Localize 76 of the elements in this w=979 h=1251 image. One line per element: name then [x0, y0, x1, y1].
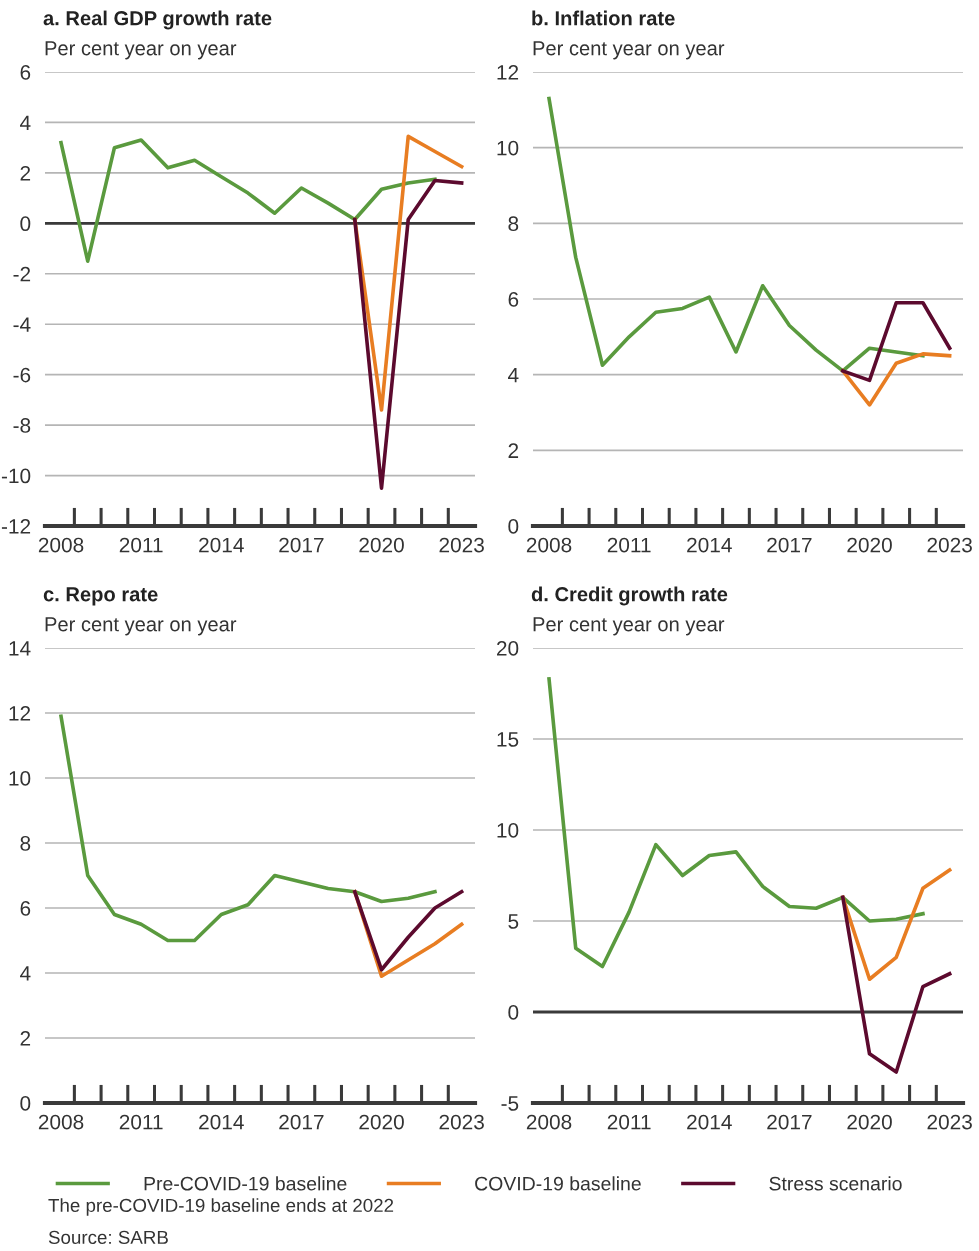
y-tick-label: 6: [508, 292, 519, 307]
text: The pre-COVID-19 baseline ends at 2022: [48, 1198, 394, 1216]
legend-label: Pre-COVID-19 baseline: [144, 1176, 347, 1191]
y-tick-label: 12: [497, 65, 519, 80]
x-tick-label: 2020: [359, 1114, 404, 1130]
x-tick-label: 2011: [607, 537, 651, 553]
y-tick-label: 0: [508, 519, 519, 534]
y-tick-label: 4: [20, 115, 31, 130]
y-tick-label: 12: [9, 706, 31, 721]
y-tick-label: -6: [13, 367, 31, 383]
line-series: [353, 178, 464, 490]
y-tick-label: 0: [508, 1005, 519, 1020]
x-tick-label: 2014: [687, 537, 732, 553]
chart-subtitle: Per cent year on year: [533, 41, 725, 60]
x-tick-label: 2023: [927, 537, 972, 553]
chart-subtitle: Per cent year on year: [45, 41, 237, 60]
line-series: [59, 714, 437, 943]
x-tick-label: 2017: [767, 1114, 812, 1130]
x-tick-label: 2014: [199, 537, 244, 553]
chart-subtitle: Per cent year on year: [533, 617, 725, 636]
x-tick-label: 2023: [439, 537, 484, 553]
y-tick-label: -10: [1, 468, 31, 484]
chart-title: d. Credit growth rate: [531, 586, 728, 606]
x-tick-label: 2011: [119, 537, 163, 553]
x-tick-label: 2017: [279, 1114, 324, 1130]
line-series: [841, 352, 952, 407]
x-tick-label: 2014: [687, 1114, 732, 1130]
x-tick-label: 2023: [439, 1114, 484, 1130]
chart-subtitle: Per cent year on year: [45, 617, 237, 636]
y-tick-label: 0: [20, 1096, 31, 1111]
source-note: Source: SARB: [48, 1230, 168, 1245]
y-tick-label: -12: [1, 519, 31, 534]
y-tick-label: 5: [508, 914, 519, 929]
y-tick-label: -2: [13, 266, 31, 282]
x-tick-label: 2017: [279, 537, 324, 553]
x-tick-label: 2008: [38, 1114, 84, 1130]
y-tick-label: 2: [20, 165, 31, 181]
y-tick-label: 10: [9, 771, 31, 786]
x-tick-label: 2008: [526, 537, 572, 553]
x-tick-label: 2011: [119, 1114, 163, 1130]
y-tick-label: 6: [20, 901, 31, 916]
y-tick-label: 8: [508, 216, 519, 232]
line-series: [547, 96, 925, 373]
chart-title: a. Real GDP growth rate: [43, 10, 272, 30]
x-tick-label: 2011: [607, 1114, 651, 1130]
y-tick-label: 4: [508, 367, 519, 383]
y-tick-label: 2: [508, 443, 519, 458]
y-tick-label: 20: [496, 641, 519, 656]
line-series: [547, 677, 925, 969]
x-tick-label: 2008: [38, 537, 84, 553]
x-tick-label: 2008: [526, 1114, 572, 1130]
x-tick-label: 2023: [927, 1114, 972, 1130]
chart-title: c. Repo rate: [43, 587, 158, 606]
x-tick-label: 2020: [847, 1114, 892, 1130]
line-series: [841, 300, 952, 383]
y-tick-label: 4: [20, 966, 31, 981]
y-tick-label: 8: [20, 836, 31, 851]
y-tick-label: 14: [9, 641, 31, 656]
y-tick-label: 0: [20, 216, 31, 232]
y-tick-label: -5: [501, 1096, 519, 1111]
x-tick-label: 2020: [359, 537, 404, 553]
chart-title: b. Inflation rate: [532, 10, 675, 26]
y-tick-label: 2: [20, 1031, 31, 1046]
y-tick-label: -4: [13, 317, 31, 332]
y-tick-label: 15: [497, 732, 519, 747]
line-series: [59, 138, 437, 263]
x-tick-label: 2014: [199, 1114, 244, 1130]
y-tick-label: -8: [13, 418, 31, 433]
legend-label: Stress scenario: [769, 1176, 902, 1191]
line-series: [841, 895, 952, 1074]
y-tick-label: 6: [20, 65, 31, 80]
x-tick-label: 2017: [767, 537, 812, 553]
y-tick-label: 10: [497, 823, 519, 838]
legend-label: COVID-19 baseline: [475, 1176, 641, 1191]
y-tick-label: 10: [497, 140, 519, 156]
x-tick-label: 2020: [847, 537, 892, 553]
